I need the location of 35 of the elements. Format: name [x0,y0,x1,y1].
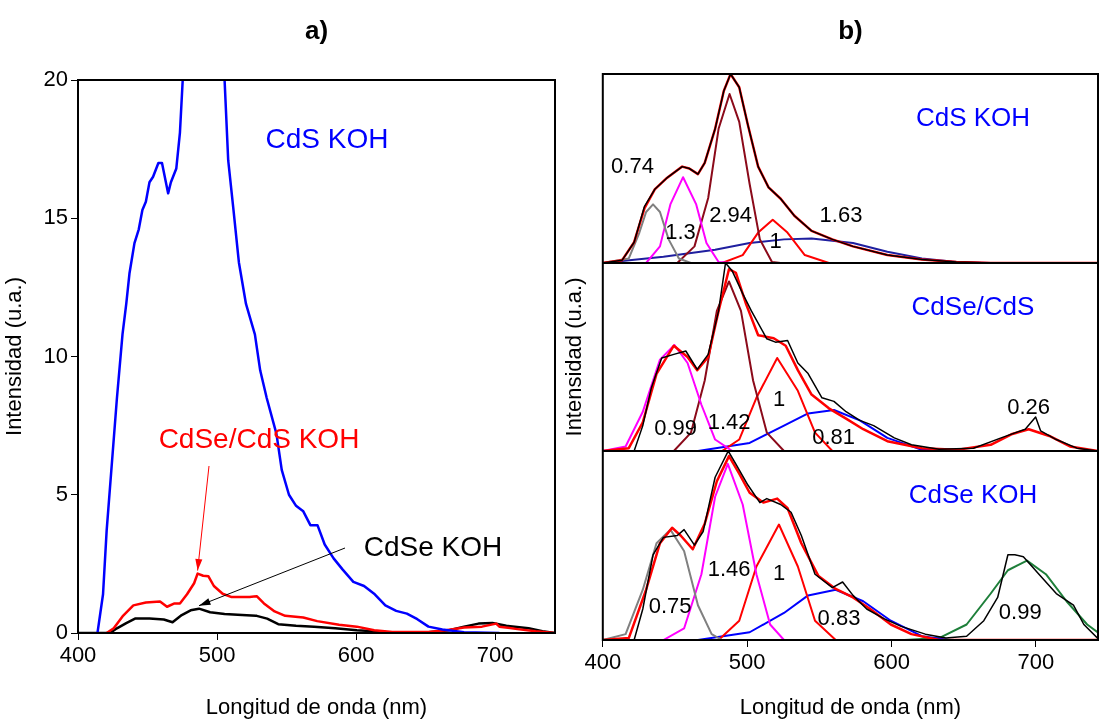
x-tick-label: 500 [198,642,236,668]
annotation: 1.3 [665,218,696,244]
y-tick-label: 20 [43,66,68,92]
y-tick-label: 15 [43,204,68,230]
x-tick-label: 600 [337,642,375,668]
annotation: 0.74 [611,152,654,178]
y-tick-label: 10 [43,342,68,368]
text: CdSe KOH [363,530,503,562]
x-tick-label: 700 [476,642,514,668]
annotation: 1.63 [819,201,863,227]
y-axis-title: Intensidad (u.a.) [561,277,587,437]
annotation: 1 [772,386,786,412]
x-tick-label: 400 [584,649,622,675]
annotation: 2.94 [709,201,752,227]
text: CdSe/CdS [911,291,1035,322]
annotation: 0.83 [817,604,861,630]
annotation: 1 [772,560,786,586]
text: CdSe KOH [908,479,1038,510]
annotation: 1.46 [707,556,751,582]
x-axis-title: Longitud de onda (nm) [739,693,962,719]
annotation: 0.75 [648,593,692,619]
y-tick-label: 5 [55,480,68,506]
annotation: 0.26 [1007,394,1051,420]
text: CdS KOH [915,102,1031,133]
annotation: 0.99 [998,599,1042,625]
series-label: CdS KOH [265,122,389,154]
x-tick-label: 400 [59,642,97,668]
x-axis-title: Longitud de onda (nm) [205,693,428,719]
x-tick-label: 600 [873,649,910,675]
chart-title: b) [838,15,863,46]
x-tick-label: 700 [1017,649,1055,675]
y-tick-label: 0 [55,619,68,645]
y-axis-title: Intensidad (u.a.) [1,277,27,436]
x-tick-label: 500 [728,649,766,675]
chart-title: a) [304,15,329,46]
